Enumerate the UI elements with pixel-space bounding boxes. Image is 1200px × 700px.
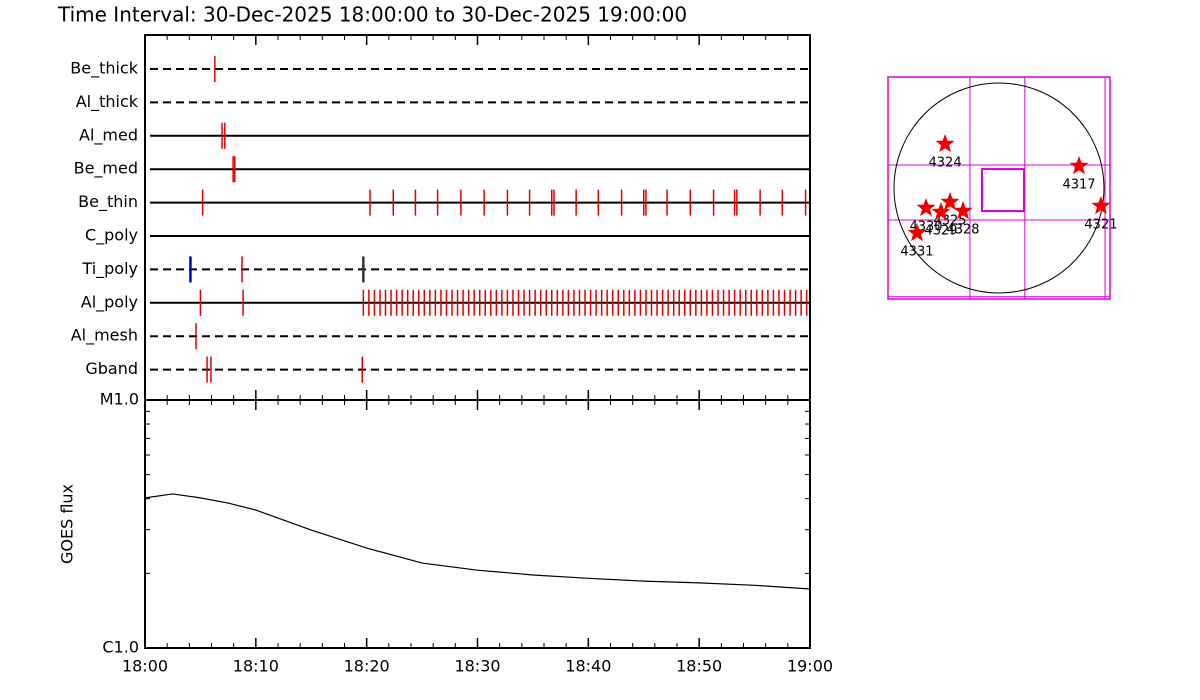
ar-star bbox=[935, 134, 955, 153]
ar-star bbox=[1091, 196, 1111, 215]
y-tick-label: C1.0 bbox=[102, 638, 139, 657]
x-tick-label: 18:10 bbox=[233, 657, 279, 676]
row-label: Al_thick bbox=[76, 92, 139, 112]
solar-limb bbox=[893, 82, 1105, 294]
ar-label: 4329 bbox=[924, 224, 957, 239]
ar-star bbox=[931, 202, 951, 221]
row-label: Be_med bbox=[74, 159, 138, 179]
x-tick-label: 18:50 bbox=[676, 657, 722, 676]
ar-star bbox=[1069, 156, 1089, 175]
row-label: C_poly bbox=[85, 226, 138, 246]
ar-star bbox=[953, 201, 973, 220]
y-axis-label: GOES flux bbox=[58, 484, 77, 564]
ar-label: 4331 bbox=[900, 245, 933, 260]
row-label: Be_thin bbox=[78, 192, 138, 212]
map-frame bbox=[887, 76, 1111, 300]
row-label: Ti_poly bbox=[81, 259, 138, 279]
ar-label: 4328 bbox=[946, 223, 979, 238]
x-tick-label: 18:20 bbox=[344, 657, 390, 676]
ar-label: 4317 bbox=[1062, 178, 1095, 193]
row-label: Al_mesh bbox=[71, 326, 138, 346]
goes-curve bbox=[144, 493, 811, 590]
x-tick-label: 18:00 bbox=[122, 657, 168, 676]
ar-star bbox=[940, 192, 960, 211]
chart-title: Time Interval: 30-Dec-2025 18:00:00 to 3… bbox=[57, 3, 687, 27]
fov-box bbox=[980, 168, 1025, 213]
ar-label: 4321 bbox=[1084, 217, 1117, 232]
row-label: Be_thick bbox=[70, 59, 138, 79]
y-tick-label: M1.0 bbox=[100, 390, 139, 409]
ar-label: 4324 bbox=[929, 155, 962, 170]
x-tick-label: 19:00 bbox=[787, 657, 833, 676]
ar-star bbox=[916, 198, 936, 217]
row-label: Al_med bbox=[79, 125, 138, 145]
x-tick-label: 18:30 bbox=[454, 657, 500, 676]
timeline-frame bbox=[144, 34, 811, 401]
x-tick-label: 18:40 bbox=[565, 657, 611, 676]
ar-star bbox=[907, 223, 927, 242]
row-label: Gband bbox=[85, 359, 138, 378]
goes-frame bbox=[144, 399, 811, 649]
row-label: Al_poly bbox=[81, 292, 138, 312]
